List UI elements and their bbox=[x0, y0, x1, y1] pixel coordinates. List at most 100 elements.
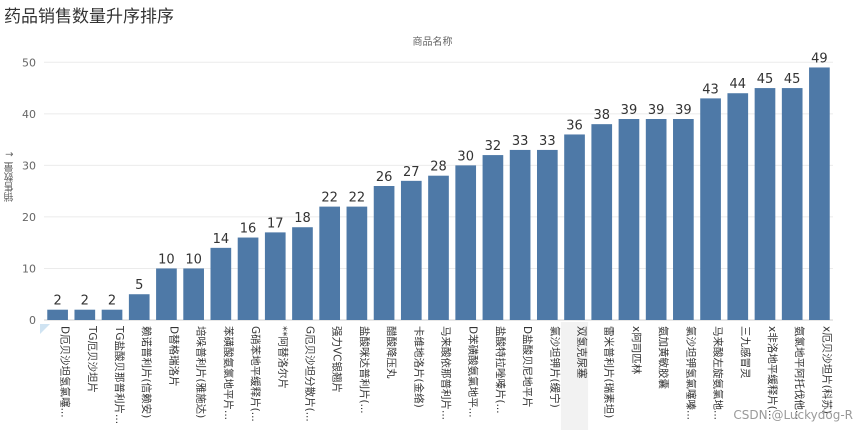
x-tick-label: 氨加黄敏胶囊 bbox=[657, 326, 670, 389]
y-tick-label: 30 bbox=[22, 159, 36, 172]
bar[interactable] bbox=[74, 309, 96, 320]
x-tick-label: 强力VC银翘片 bbox=[331, 326, 344, 393]
data-label: 36 bbox=[566, 118, 583, 133]
data-label: 2 bbox=[108, 294, 116, 309]
bar[interactable] bbox=[536, 149, 558, 320]
bar[interactable] bbox=[47, 309, 68, 320]
bar[interactable] bbox=[645, 119, 667, 320]
bar[interactable] bbox=[400, 180, 422, 320]
bar[interactable] bbox=[754, 88, 776, 320]
x-tick-label: D厄贝沙坦氢氯噻... bbox=[59, 326, 72, 418]
x-tick-label: 氯沙坦钾氢氯噻嗪... bbox=[684, 326, 697, 420]
data-label: 10 bbox=[185, 252, 202, 267]
x-tick-label: D苯磺酸氨氯地平... bbox=[467, 326, 480, 418]
x-tick-label: D替格瑞洛片 bbox=[167, 326, 180, 387]
bar[interactable] bbox=[509, 149, 531, 320]
bar[interactable] bbox=[455, 165, 477, 320]
bar[interactable] bbox=[591, 124, 613, 321]
x-tick-label: 双氢克尿塞 bbox=[576, 326, 589, 379]
page-title: 药品销售数量升序排序 bbox=[4, 7, 174, 27]
data-label: 49 bbox=[811, 51, 828, 66]
data-label: 2 bbox=[53, 294, 61, 309]
bar[interactable] bbox=[781, 88, 803, 320]
data-label: 22 bbox=[349, 191, 366, 206]
x-tick-label: 氯沙坦钾片(缓宁) bbox=[548, 326, 561, 408]
bar[interactable] bbox=[482, 155, 504, 320]
bar[interactable] bbox=[101, 309, 123, 320]
data-label: 45 bbox=[784, 72, 801, 87]
x-tick-label: **阿替洛尔片 bbox=[276, 326, 289, 389]
y-tick-label: 0 bbox=[29, 314, 36, 327]
bar[interactable] bbox=[292, 227, 313, 320]
x-axis-title: 商品名称 bbox=[412, 37, 453, 48]
data-label: 33 bbox=[539, 134, 556, 149]
bar[interactable] bbox=[564, 134, 585, 320]
bar[interactable] bbox=[809, 67, 830, 320]
x-tick-label: 雷米普利片(瑞素坦) bbox=[603, 326, 616, 418]
x-axis: D厄贝沙坦氢氯噻... TG厄贝沙坦片 TG盐酸贝那普利片... 赖诺普利片(信赖安)… bbox=[40, 324, 833, 424]
data-label: 33 bbox=[512, 134, 529, 149]
sort-corner-icon[interactable] bbox=[40, 324, 50, 334]
bar[interactable] bbox=[428, 175, 449, 320]
x-tick-label: 培哚普利片(雅施达) bbox=[195, 326, 208, 418]
y-tick-label: 20 bbox=[22, 211, 36, 224]
data-label: 2 bbox=[81, 294, 89, 309]
data-label: 28 bbox=[430, 160, 447, 175]
y-tick-label: 40 bbox=[22, 108, 36, 121]
data-label: 18 bbox=[294, 211, 311, 226]
data-label: 5 bbox=[135, 278, 143, 293]
y-axis: 0 10 20 30 40 50 bbox=[22, 56, 36, 327]
data-label: 30 bbox=[457, 149, 474, 164]
bar[interactable] bbox=[128, 294, 150, 320]
x-tick-label: 苯磺酸氨氯地平片... bbox=[222, 326, 235, 420]
highlighted-category-band bbox=[560, 322, 589, 430]
data-label: 26 bbox=[376, 170, 393, 185]
x-tick-label: TG盐酸贝那普利片... bbox=[113, 325, 126, 424]
x-tick-label: 马来酸依那普利片... bbox=[440, 326, 453, 420]
data-label: 14 bbox=[213, 232, 230, 247]
x-tick-label: G厄贝沙坦分散片(... bbox=[303, 326, 316, 422]
bar[interactable] bbox=[319, 206, 341, 320]
bar[interactable] bbox=[346, 206, 368, 320]
y-tick-label: 10 bbox=[22, 262, 36, 275]
data-label: 27 bbox=[403, 165, 420, 180]
data-label: 17 bbox=[267, 216, 284, 231]
bar[interactable] bbox=[373, 186, 395, 320]
data-label: 43 bbox=[702, 82, 719, 97]
x-tick-label: x厄贝沙坦片(科苏) bbox=[820, 326, 833, 414]
data-label: 44 bbox=[730, 77, 747, 92]
x-tick-label: 卡维地洛片(金络) bbox=[412, 326, 425, 408]
data-label: 45 bbox=[757, 72, 774, 87]
data-label: 22 bbox=[321, 191, 338, 206]
x-tick-label: x非洛地平缓释片(... bbox=[766, 326, 779, 420]
x-tick-label: 赖诺普利片(信赖安) bbox=[140, 326, 153, 418]
bar[interactable] bbox=[237, 237, 259, 320]
bar[interactable] bbox=[156, 268, 177, 320]
bar[interactable] bbox=[183, 268, 204, 320]
x-tick-label: TG厄贝沙坦片 bbox=[86, 325, 99, 393]
data-label: 39 bbox=[621, 103, 638, 118]
data-label: 38 bbox=[593, 108, 610, 123]
x-tick-label: 盐酸特拉唑嗪片(... bbox=[494, 326, 507, 414]
x-tick-label: D盐酸贝尼地平片 bbox=[521, 326, 534, 408]
x-tick-label: 马来酸左旋氨氯地... bbox=[712, 326, 725, 420]
bar[interactable] bbox=[210, 247, 232, 320]
bar[interactable] bbox=[264, 232, 286, 320]
bar[interactable] bbox=[673, 119, 694, 320]
x-tick-label: G硝苯地平缓释片(... bbox=[249, 326, 262, 422]
x-tick-label: 盐酸咪达普利片(... bbox=[358, 326, 371, 414]
x-tick-label: x阿司匹林 bbox=[630, 326, 643, 375]
bars bbox=[47, 67, 830, 430]
data-label: 10 bbox=[158, 252, 175, 267]
bar[interactable] bbox=[700, 98, 721, 320]
watermark: CSDN @Luckydog-R bbox=[733, 408, 853, 422]
data-label: 39 bbox=[675, 103, 692, 118]
x-tick-label: 三九感冒灵 bbox=[739, 326, 752, 379]
x-tick-label: 醋酸降压丸 bbox=[385, 326, 398, 379]
data-label: 32 bbox=[485, 139, 502, 154]
bar[interactable] bbox=[618, 119, 640, 320]
bar[interactable] bbox=[727, 93, 749, 320]
data-label: 16 bbox=[240, 222, 257, 237]
